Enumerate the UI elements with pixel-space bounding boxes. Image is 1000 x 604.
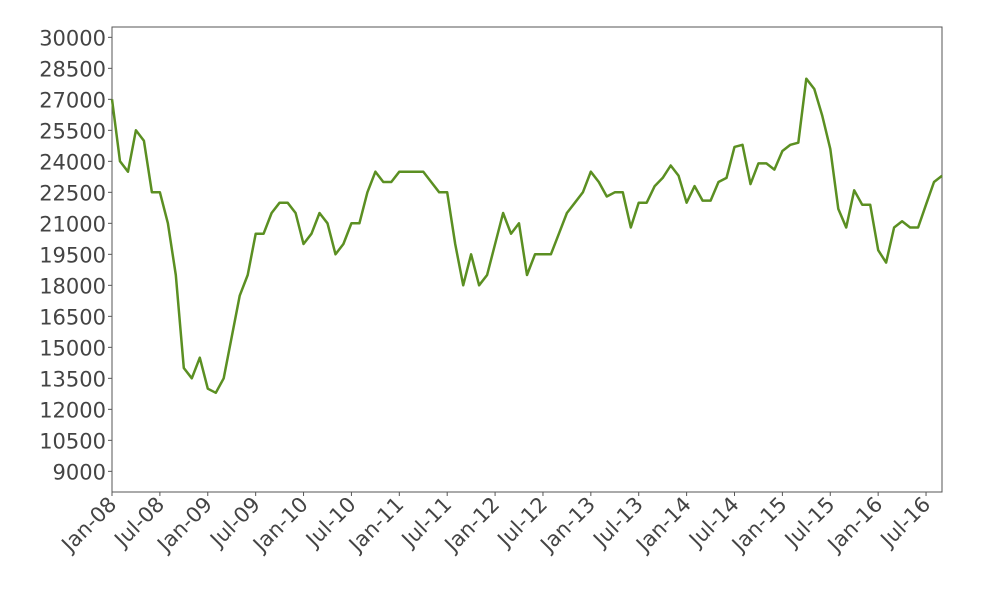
y-tick-label: 28500 [39,57,106,81]
y-tick-label: 9000 [53,460,106,484]
y-tick-label: 21000 [39,212,106,236]
y-tick-label: 16500 [39,305,106,329]
y-tick-label: 27000 [39,88,106,112]
y-tick-label: 13500 [39,367,106,391]
x-tick-label: Jul-16 [875,492,936,553]
y-tick-label: 12000 [39,398,106,422]
y-tick-label: 19500 [39,243,106,267]
plot-frame [111,26,943,493]
y-tick-label: 22500 [39,181,106,205]
y-tick-label: 18000 [39,274,106,298]
y-tick-label: 15000 [39,336,106,360]
y-tick-label: 10500 [39,429,106,453]
y-tick-label: 25500 [39,119,106,143]
y-tick-label: 30000 [39,26,106,50]
price-line [110,77,943,395]
x-tick-label: Jan-08 [56,492,122,558]
y-tick-label: 24000 [39,150,106,174]
